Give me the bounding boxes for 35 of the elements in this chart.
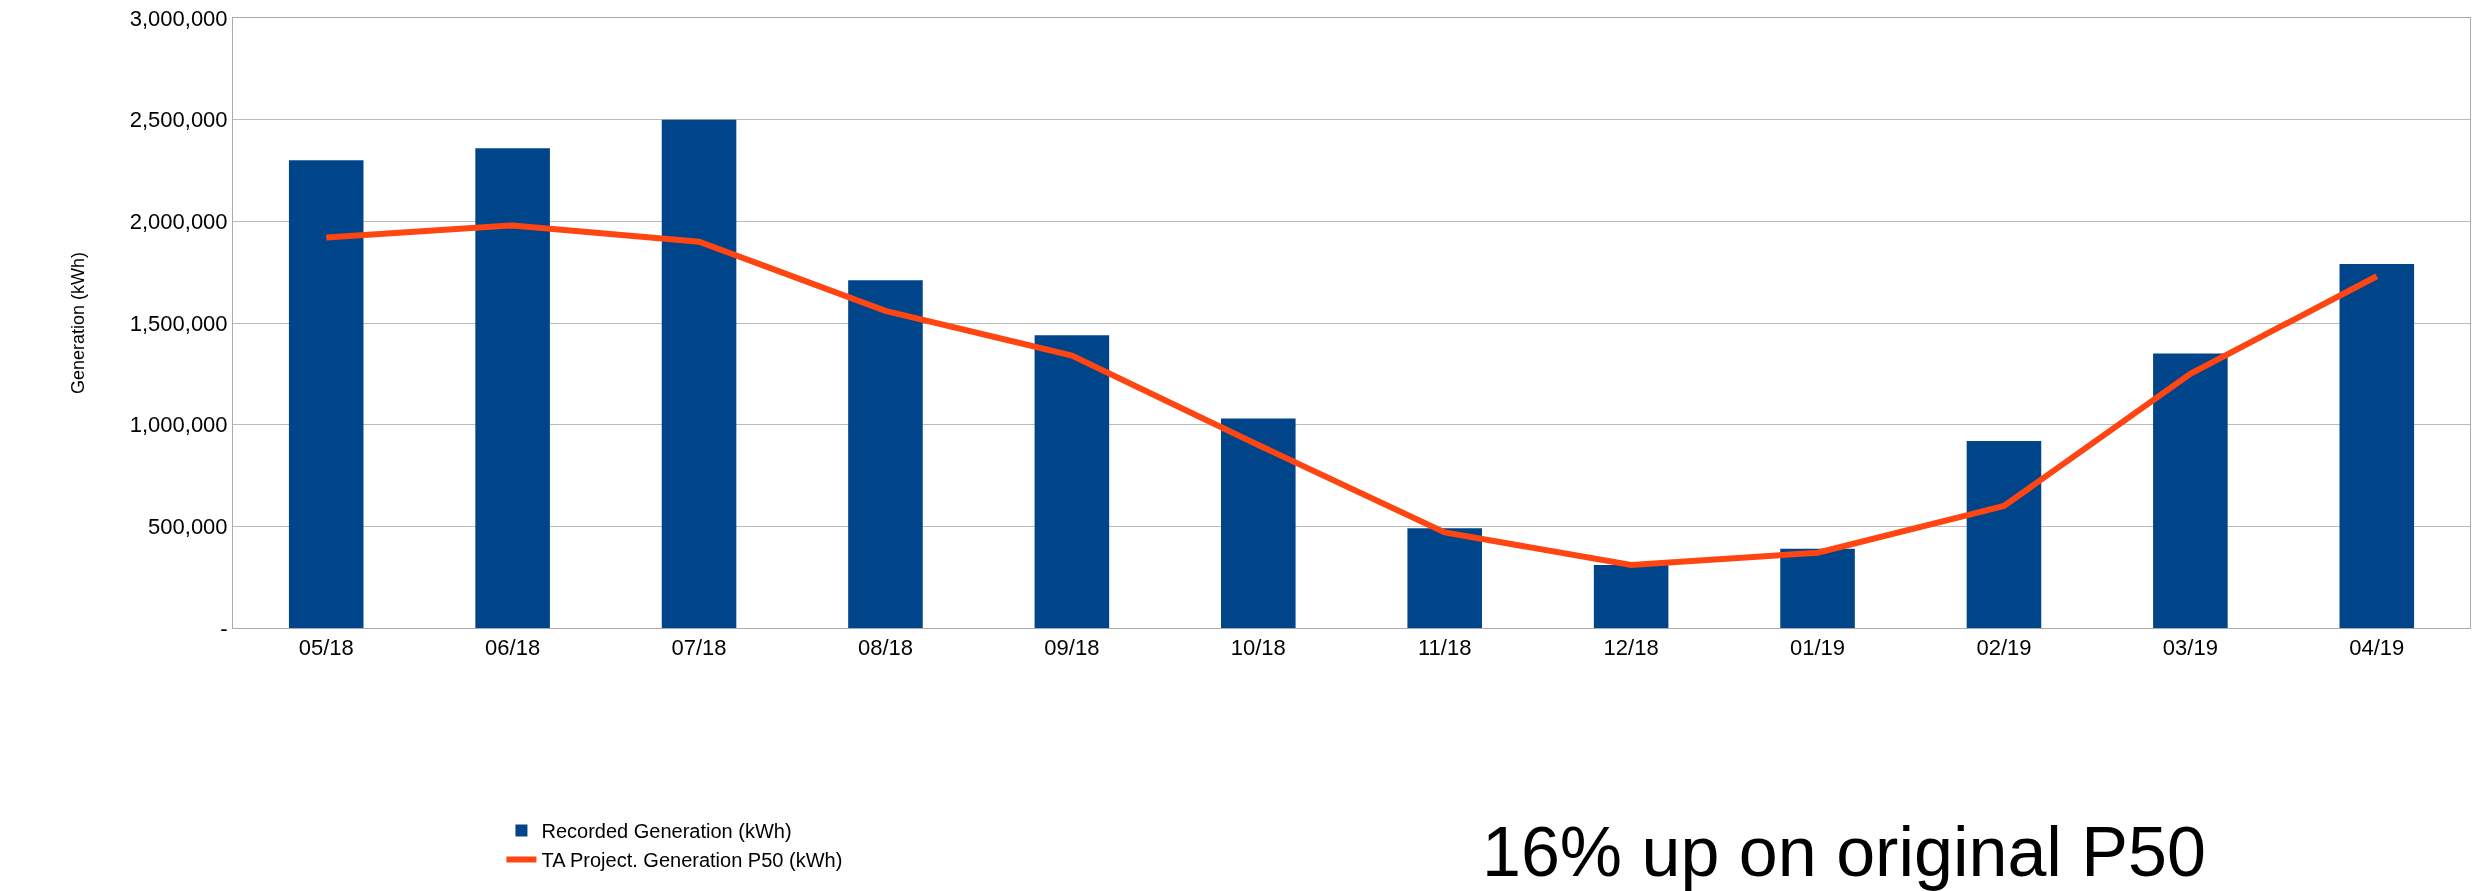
bar (661, 119, 737, 628)
bar (475, 148, 550, 628)
legend-label: TA Project. Generation P50 (kWh) (541, 849, 843, 872)
x-tick-label: 10/18 (1230, 635, 1286, 661)
bar (1593, 564, 1669, 628)
x-tick-label: 06/18 (485, 635, 541, 661)
x-tick-label: 05/18 (298, 635, 354, 661)
text: 16% up on original P50 (1482, 813, 2206, 891)
y-tick-label: 2,000,000 (129, 209, 228, 235)
x-tick-label: 08/18 (857, 635, 913, 661)
y-tick-label: - (220, 615, 228, 641)
x-tick-label: 01/19 (1790, 635, 1846, 661)
bar (1966, 440, 2042, 628)
x-tick-label: 11/18 (1418, 635, 1472, 661)
bar (1780, 548, 1855, 628)
x-tick-label: 07/18 (671, 635, 727, 661)
y-axis-title: Generation (kWh) (67, 251, 88, 395)
x-tick-label: 04/19 (2349, 635, 2405, 661)
x-tick-label: 12/18 (1603, 635, 1659, 661)
x-tick-label: 03/19 (2162, 635, 2218, 661)
bar (288, 160, 364, 628)
x-tick-label: 02/19 (1976, 635, 2032, 661)
y-tick-label: 1,500,000 (129, 310, 228, 336)
bar (1407, 528, 1482, 628)
x-tick-label: 09/18 (1044, 635, 1100, 661)
y-tick-label: 500,000 (148, 514, 228, 540)
y-tick-label: 1,000,000 (129, 412, 228, 438)
bar (2153, 353, 2228, 628)
y-tick-label: 2,500,000 (129, 107, 228, 133)
y-tick-label: 3,000,000 (129, 5, 228, 31)
legend-label: Recorded Generation (kWh) (541, 820, 792, 843)
bar (1221, 418, 1296, 628)
bar (1034, 335, 1110, 628)
bar (848, 280, 923, 628)
bar (2339, 264, 2415, 628)
